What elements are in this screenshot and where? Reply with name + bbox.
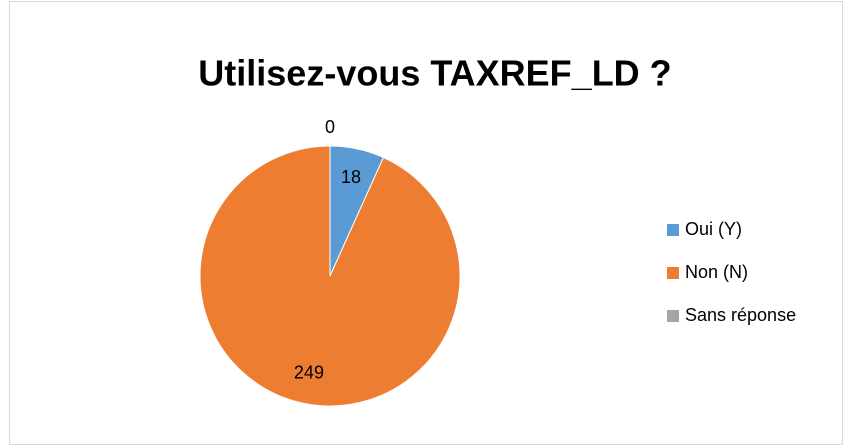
legend-label: Non (N) [685, 262, 748, 282]
legend-swatch [667, 310, 679, 322]
legend-label: Sans réponse [685, 305, 796, 325]
data-label: 0 [325, 117, 335, 137]
chart-title: Utilisez-vous TAXREF_LD ? [198, 53, 671, 94]
legend-swatch [667, 224, 679, 236]
data-label: 249 [294, 363, 324, 383]
legend-label: Oui (Y) [685, 219, 742, 239]
pie-slice [199, 145, 461, 407]
data-label: 18 [341, 167, 361, 187]
legend-swatch [667, 267, 679, 279]
